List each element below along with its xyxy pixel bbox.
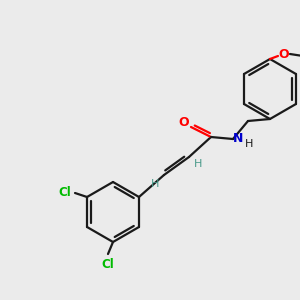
- Text: O: O: [279, 47, 289, 61]
- Text: H: H: [194, 159, 202, 169]
- Text: H: H: [245, 139, 253, 149]
- Text: Cl: Cl: [102, 257, 114, 271]
- Text: H: H: [151, 179, 159, 189]
- Text: N: N: [233, 131, 243, 145]
- Text: Cl: Cl: [58, 187, 71, 200]
- Text: O: O: [179, 116, 189, 130]
